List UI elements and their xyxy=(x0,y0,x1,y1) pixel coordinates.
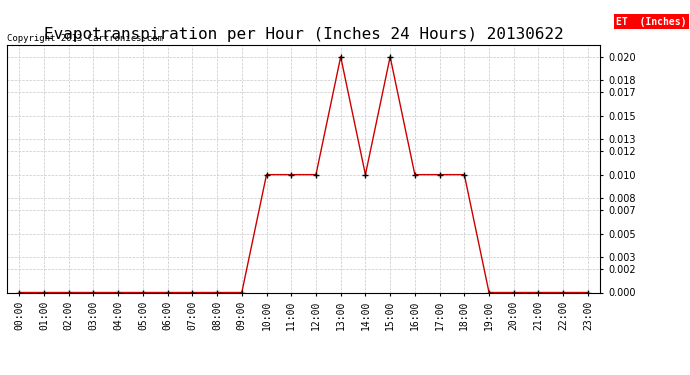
Text: ET  (Inches): ET (Inches) xyxy=(616,17,687,27)
Title: Evapotranspiration per Hour (Inches 24 Hours) 20130622: Evapotranspiration per Hour (Inches 24 H… xyxy=(43,27,564,42)
Text: Copyright 2013 Cartronics.com: Copyright 2013 Cartronics.com xyxy=(7,34,163,43)
